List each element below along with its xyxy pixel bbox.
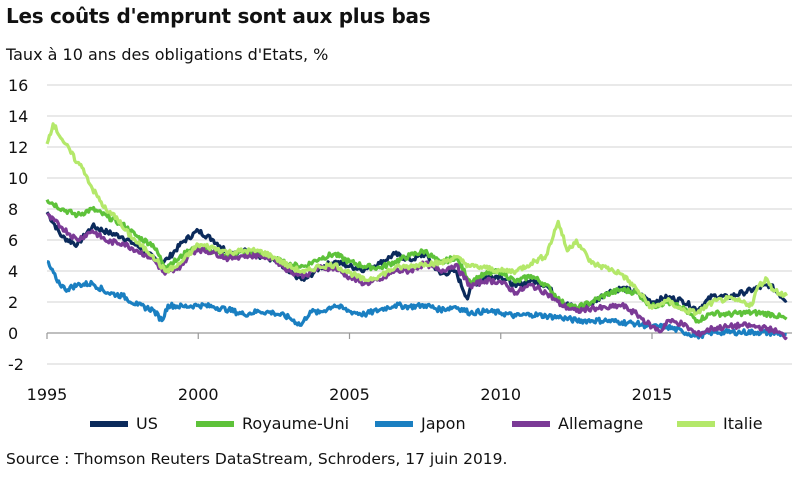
y-tick-label: 2 bbox=[8, 293, 18, 312]
legend-swatch bbox=[677, 420, 715, 427]
legend-swatch bbox=[196, 420, 234, 427]
legend-swatch bbox=[90, 420, 128, 427]
y-tick-label: -2 bbox=[8, 355, 24, 374]
x-tick-label: 2015 bbox=[632, 385, 673, 404]
legend-item: Italie bbox=[677, 414, 763, 433]
legend-item: US bbox=[90, 414, 158, 433]
legend: US Royaume-Uni Japon Allemagne Italie bbox=[0, 414, 800, 438]
y-tick-label: 14 bbox=[8, 107, 28, 126]
y-tick-label: 16 bbox=[8, 76, 28, 95]
chart-title: Les coûts d'emprunt sont aux plus bas bbox=[6, 4, 431, 28]
y-tick-label: 12 bbox=[8, 138, 28, 157]
legend-swatch bbox=[512, 420, 550, 427]
y-tick-label: 8 bbox=[8, 200, 18, 219]
legend-item: Royaume-Uni bbox=[196, 414, 349, 433]
x-tick-label: 2000 bbox=[178, 385, 219, 404]
legend-label: Italie bbox=[723, 414, 763, 433]
y-tick-label: 10 bbox=[8, 169, 28, 188]
y-tick-label: 0 bbox=[8, 324, 18, 343]
y-tick-label: 4 bbox=[8, 262, 18, 281]
legend-item: Allemagne bbox=[512, 414, 643, 433]
legend-label: Royaume-Uni bbox=[242, 414, 350, 433]
source-note: Source : Thomson Reuters DataStream, Sch… bbox=[6, 450, 508, 468]
series-line-italie bbox=[45, 122, 789, 316]
x-tick-label: 2010 bbox=[480, 385, 521, 404]
y-tick-label: 6 bbox=[8, 231, 18, 250]
legend-label: Japon bbox=[421, 414, 466, 433]
legend-label: Allemagne bbox=[558, 414, 644, 433]
legend-swatch bbox=[375, 420, 413, 427]
legend-label: US bbox=[136, 414, 158, 433]
chart-subtitle: Taux à 10 ans des obligations d'Etats, % bbox=[6, 45, 329, 64]
x-tick-label: 2005 bbox=[329, 385, 370, 404]
x-tick-label: 1995 bbox=[27, 385, 68, 404]
legend-item: Japon bbox=[375, 414, 466, 433]
